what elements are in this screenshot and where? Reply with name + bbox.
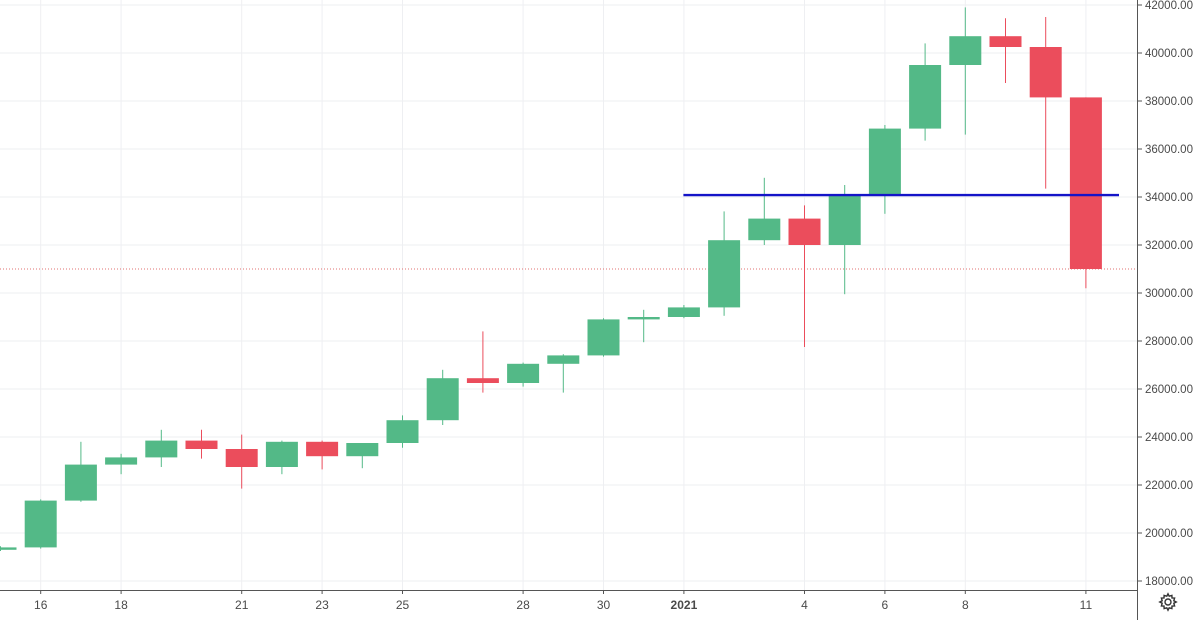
candle-body[interactable] [145,440,178,458]
candle-body[interactable] [346,443,379,457]
candle-body[interactable] [185,440,218,449]
y-tick-label: 18000.00 [1145,576,1193,588]
candle-body[interactable] [426,378,459,421]
candle-body[interactable] [466,378,499,383]
y-tick-label: 22000.00 [1145,480,1193,492]
candle-body[interactable] [868,128,901,196]
settings-gear-icon[interactable] [1156,590,1180,614]
y-tick-label: 28000.00 [1145,336,1193,348]
x-tick-label: 4 [801,598,808,612]
x-tick-label: 2021 [671,598,698,612]
x-tick-label: 16 [34,598,48,612]
candle-body[interactable] [0,547,17,550]
x-tick-label: 28 [516,598,530,612]
y-tick-label: 24000.00 [1145,432,1193,444]
candle-body[interactable] [828,195,861,245]
candle-body[interactable] [64,464,97,501]
candle-body[interactable] [748,218,781,241]
candle-body[interactable] [708,240,741,308]
candle-body[interactable] [909,65,942,129]
y-tick-label: 32000.00 [1145,240,1193,252]
candle-body[interactable] [105,457,138,465]
gear-icon [1158,592,1178,612]
y-tick-label: 36000.00 [1145,144,1193,156]
y-tick-label: 40000.00 [1145,48,1193,60]
y-tick-label: 26000.00 [1145,384,1193,396]
candle-body[interactable] [1029,47,1062,98]
x-tick-label: 23 [315,598,329,612]
x-tick-label: 25 [396,598,410,612]
candle-body[interactable] [667,307,700,317]
x-tick-label: 8 [962,598,969,612]
candle-body[interactable] [265,441,298,467]
x-tick-label: 18 [114,598,128,612]
candle-body[interactable] [306,441,339,457]
candle-body[interactable] [989,36,1022,47]
candle-body[interactable] [627,317,660,320]
candle-body[interactable] [386,420,419,443]
y-tick-label: 42000.00 [1145,0,1193,12]
candle-body[interactable] [547,355,580,364]
candle-body[interactable] [949,36,982,65]
candle-body[interactable] [225,449,258,467]
candle-body[interactable] [788,218,821,245]
y-tick-label: 30000.00 [1145,288,1193,300]
x-tick-label: 30 [597,598,611,612]
candle-body[interactable] [1069,97,1102,270]
candle-body[interactable] [507,363,540,383]
y-tick-label: 34000.00 [1145,192,1193,204]
candle-body[interactable] [24,500,57,548]
x-tick-label: 6 [882,598,889,612]
x-tick-label: 21 [235,598,249,612]
x-tick-label: 11 [1080,598,1093,612]
y-tick-label: 38000.00 [1145,96,1193,108]
y-tick-label: 20000.00 [1145,528,1193,540]
candle-body[interactable] [587,319,620,356]
